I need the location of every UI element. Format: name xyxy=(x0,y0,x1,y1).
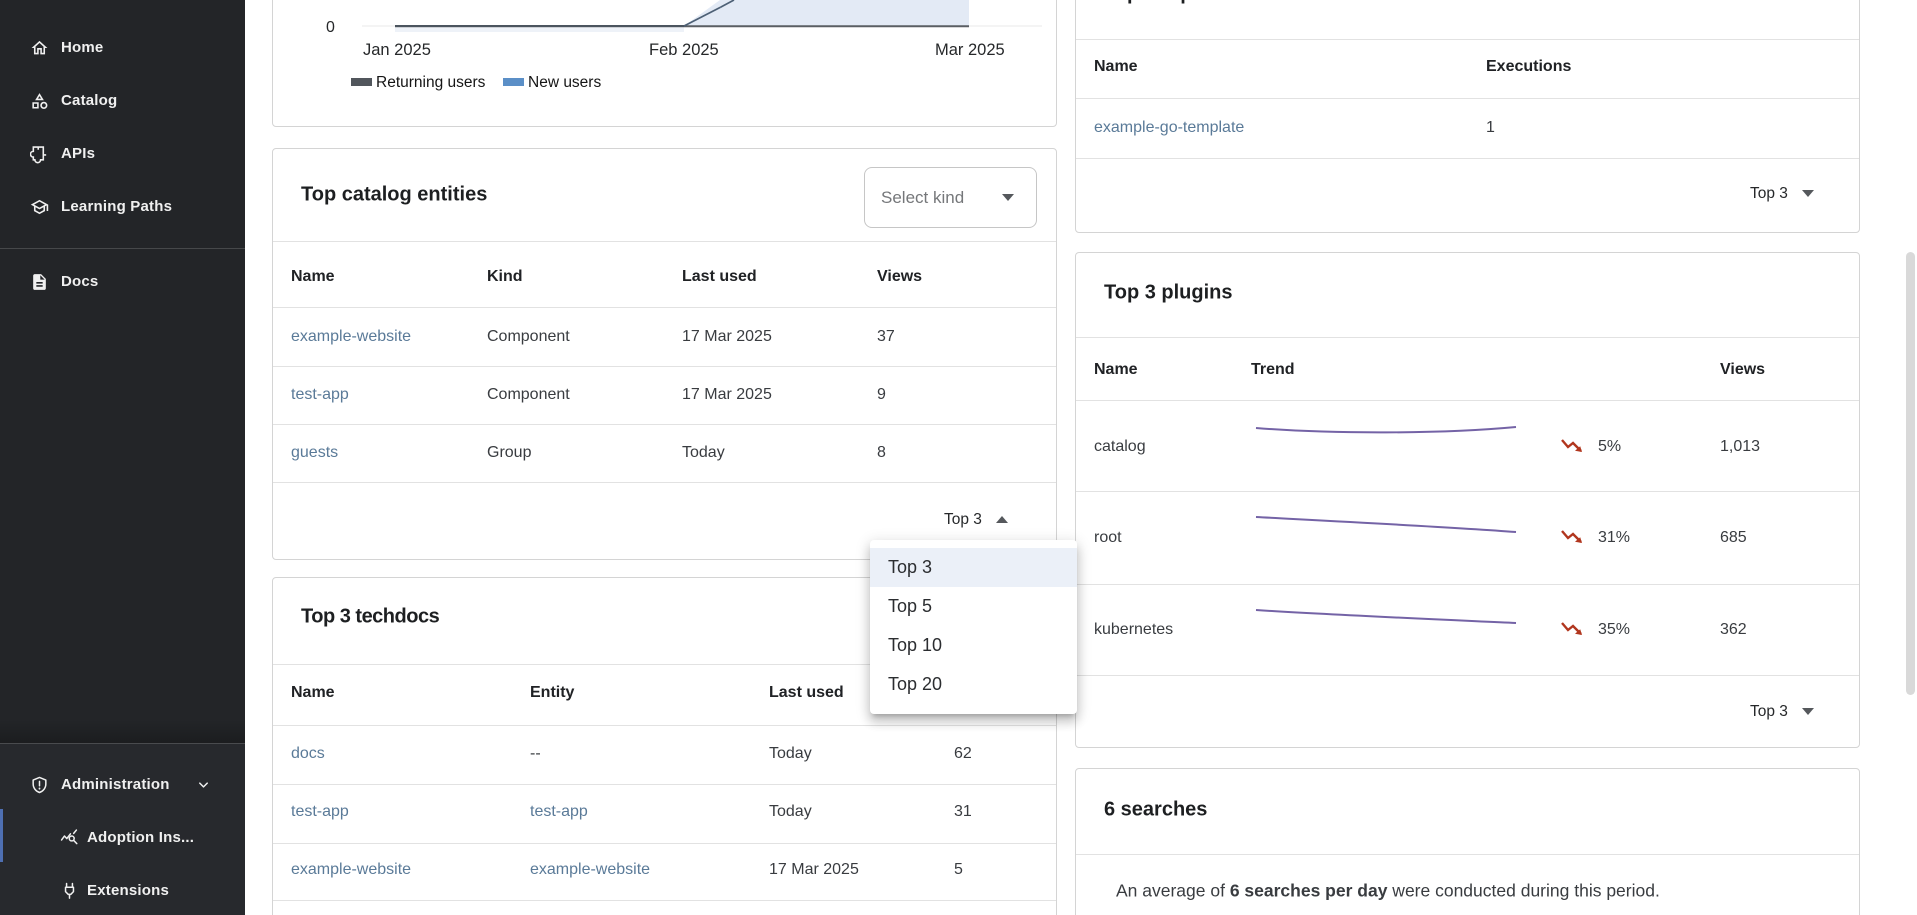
svg-text:New users: New users xyxy=(528,74,601,91)
svg-text:Mar 2025: Mar 2025 xyxy=(935,41,1005,59)
svg-text:Jan 2025: Jan 2025 xyxy=(363,41,431,59)
svg-text:Returning users: Returning users xyxy=(376,74,486,91)
svg-text:0: 0 xyxy=(326,19,335,36)
svg-text:Feb 2025: Feb 2025 xyxy=(649,41,719,59)
